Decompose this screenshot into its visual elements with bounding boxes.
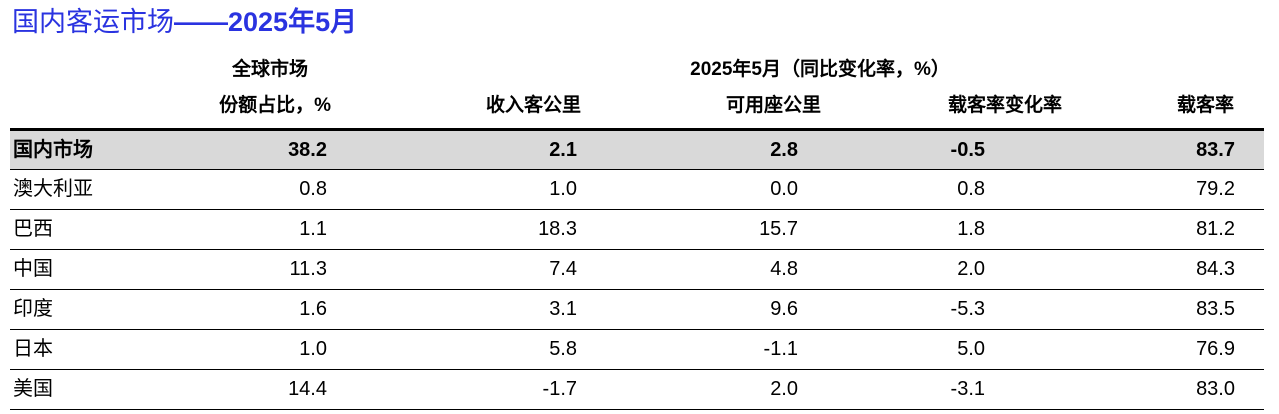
cell-ask: -1.1: [763, 338, 798, 360]
cell-rpk: 2.1: [549, 139, 577, 161]
title-dash: ——: [174, 7, 228, 37]
cell-name: 美国: [13, 378, 53, 400]
table-row-domestic: 国内市场 38.2 2.1 2.8 -0.5 83.7: [10, 128, 1264, 170]
table-row: 澳大利亚 0.8 1.0 0.0 0.8 79.2: [10, 170, 1264, 210]
cell-plf: 83.5: [1196, 298, 1235, 320]
cell-name: 澳大利亚: [13, 178, 93, 200]
cell-ask: 9.6: [770, 298, 798, 320]
data-table: 国内市场 38.2 2.1 2.8 -0.5 83.7 澳大利亚 0.8 1.0…: [10, 128, 1264, 410]
cell-plf-change: 0.8: [957, 178, 985, 200]
table-row: 印度 1.6 3.1 9.6 -5.3 83.5: [10, 290, 1264, 330]
cell-share: 1.6: [299, 298, 327, 320]
title-date: 2025年5月: [228, 7, 358, 37]
table-row: 日本 1.0 5.8 -1.1 5.0 76.9: [10, 330, 1264, 370]
title-main: 国内客运市场: [12, 7, 174, 38]
header-col-ask: 可用座公里: [725, 95, 821, 116]
cell-rpk: 7.4: [549, 258, 577, 280]
cell-rpk: -1.7: [542, 378, 577, 400]
header-share-line2: 份额占比，%: [219, 95, 331, 116]
header-col-rpk: 收入客公里: [485, 95, 581, 116]
page-title: 国内客运市场——2025年5月: [12, 2, 357, 42]
cell-ask: 4.8: [770, 258, 798, 280]
table-row: 美国 14.4 -1.7 2.0 -3.1 83.0: [10, 370, 1264, 410]
cell-ask: 2.8: [770, 139, 798, 161]
table-row: 中国 11.3 7.4 4.8 2.0 84.3: [10, 250, 1264, 290]
cell-plf-change: 5.0: [957, 338, 985, 360]
header-col-plf-change: 载客率变化率: [947, 95, 1062, 116]
cell-plf-change: -3.1: [950, 378, 985, 400]
cell-name: 印度: [13, 298, 53, 320]
cell-name: 巴西: [13, 218, 53, 240]
cell-share: 0.8: [299, 178, 327, 200]
cell-rpk: 3.1: [549, 298, 577, 320]
header-group-label: 2025年5月（同比变化率，%）: [690, 59, 950, 80]
cell-plf: 76.9: [1196, 338, 1235, 360]
cell-plf-change: -5.3: [950, 298, 985, 320]
cell-rpk: 1.0: [549, 178, 577, 200]
cell-share: 38.2: [288, 139, 327, 161]
table-row: 巴西 1.1 18.3 15.7 1.8 81.2: [10, 210, 1264, 250]
cell-plf: 83.7: [1196, 139, 1235, 161]
cell-ask: 2.0: [770, 378, 798, 400]
cell-name: 日本: [13, 338, 53, 360]
cell-ask: 0.0: [770, 178, 798, 200]
cell-plf-change: 2.0: [957, 258, 985, 280]
cell-plf: 83.0: [1196, 378, 1235, 400]
cell-plf-change: -0.5: [950, 139, 985, 161]
header-col-plf: 载客率: [1176, 95, 1234, 116]
cell-plf-change: 1.8: [957, 218, 985, 240]
cell-name: 国内市场: [13, 139, 93, 161]
cell-plf: 81.2: [1196, 218, 1235, 240]
cell-share: 1.1: [299, 218, 327, 240]
cell-share: 1.0: [299, 338, 327, 360]
cell-ask: 15.7: [759, 218, 798, 240]
cell-rpk: 5.8: [549, 338, 577, 360]
cell-plf: 79.2: [1196, 178, 1235, 200]
cell-share: 11.3: [289, 258, 327, 280]
cell-plf: 84.3: [1196, 258, 1235, 280]
cell-share: 14.4: [288, 378, 327, 400]
cell-rpk: 18.3: [538, 218, 577, 240]
cell-name: 中国: [13, 258, 53, 280]
header-share-line1: 全球市场: [231, 59, 308, 80]
